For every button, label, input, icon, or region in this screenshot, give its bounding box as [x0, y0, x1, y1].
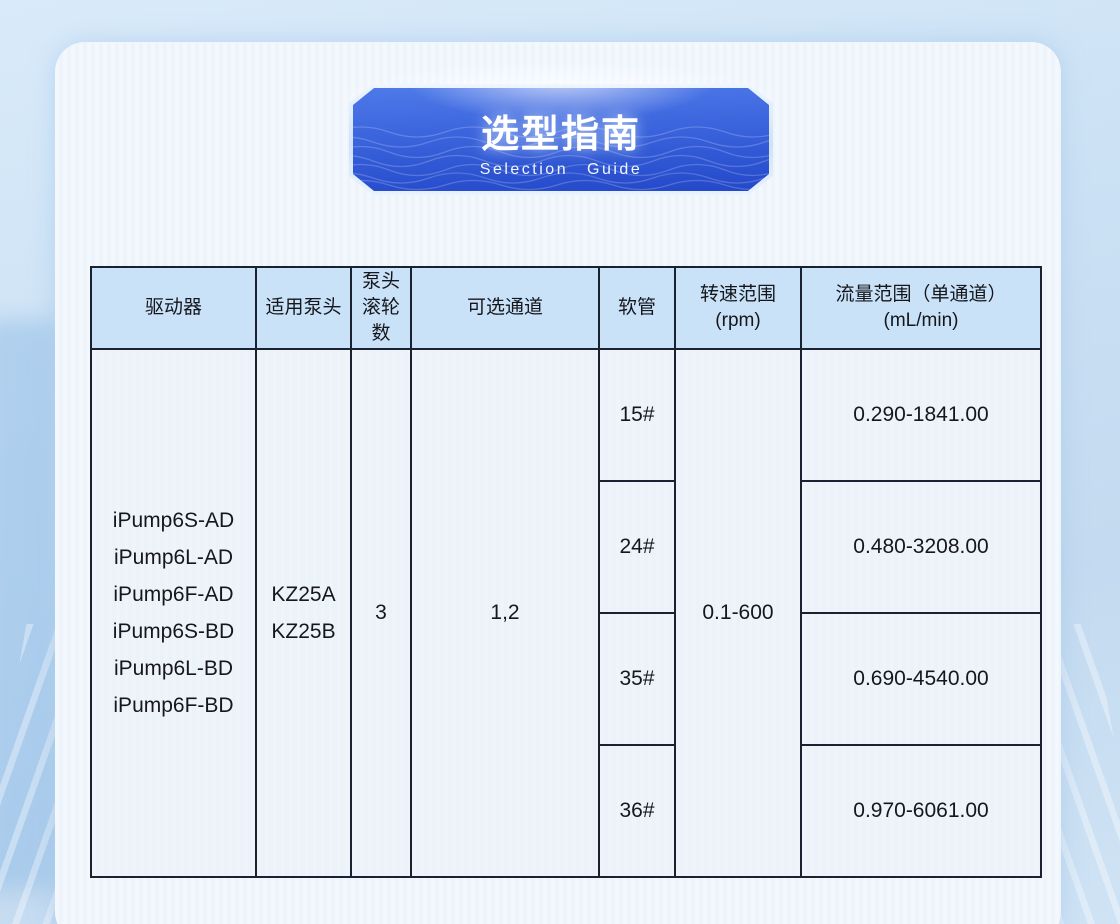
wave-decoration — [353, 88, 769, 191]
pump-head-model: KZ25B — [271, 620, 336, 643]
table-header-row: 驱动器 适用泵头 泵头 滚轮数 可选通道 软管 转速范围 (rpm) 流量范围（… — [90, 266, 1042, 350]
col-header-channels: 可选通道 — [410, 266, 600, 350]
cell-driver-models: iPump6S-AD iPump6L-AD iPump6F-AD iPump6S… — [90, 348, 257, 878]
col-header-flow-line1: 流量范围（单通道） — [835, 284, 1007, 305]
col-header-speed-line1: 转速范围 — [699, 284, 776, 305]
col-header-tubing: 软管 — [598, 266, 676, 350]
col-header-flow: 流量范围（单通道） (mL/min) — [800, 266, 1042, 350]
title-banner-frame: 选型指南 Selection Guide — [349, 84, 773, 195]
driver-model: iPump6L-AD — [113, 546, 234, 569]
cell-flow-range: 0.690-4540.00 — [800, 612, 1042, 746]
banner-title: 选型指南 — [480, 113, 641, 156]
driver-model: iPump6F-AD — [113, 583, 234, 606]
cell-flow-range: 0.970-6061.00 — [800, 744, 1042, 878]
title-banner: 选型指南 Selection Guide — [353, 88, 769, 191]
cell-flow-range: 0.480-3208.00 — [800, 480, 1042, 614]
table-row: 36# 0.970-6061.00 — [91, 744, 1042, 878]
driver-model: iPump6F-BD — [113, 694, 234, 717]
cell-rollers: 3 — [350, 348, 412, 878]
col-header-flow-line2: (mL/min) — [883, 310, 959, 331]
cell-tubing: 36# — [598, 744, 676, 878]
driver-model: iPump6S-AD — [112, 509, 235, 532]
cell-tubing: 24# — [598, 480, 676, 614]
driver-model: iPump6S-BD — [112, 620, 235, 643]
banner-subtitle: Selection Guide — [479, 160, 643, 178]
col-header-speed: 转速范围 (rpm) — [674, 266, 802, 350]
cell-tubing: 15# — [598, 348, 676, 482]
cell-channels: 1,2 — [410, 348, 600, 878]
selection-table: 驱动器 适用泵头 泵头 滚轮数 可选通道 软管 转速范围 (rpm) 流量范围（… — [90, 266, 1042, 878]
cell-tubing: 35# — [598, 612, 676, 746]
driver-model: iPump6L-BD — [113, 657, 234, 680]
col-header-rollers: 泵头 滚轮数 — [350, 266, 412, 350]
col-header-driver: 驱动器 — [90, 266, 257, 350]
table-row: iPump6S-AD iPump6L-AD iPump6F-AD iPump6S… — [90, 348, 1042, 878]
background-photo-blur — [0, 320, 61, 890]
cell-speed-range: 0.1-600 — [674, 348, 802, 878]
table-row: 24# 0.480-3208.00 — [91, 480, 1042, 614]
table-row: 35# 0.690-4540.00 — [91, 612, 1042, 746]
cell-flow-range: 0.290-1841.00 — [800, 348, 1042, 482]
col-header-speed-line2: (rpm) — [715, 310, 761, 331]
col-header-rollers-line2: 滚轮数 — [361, 297, 400, 344]
col-header-pump-head: 适用泵头 — [255, 266, 352, 350]
col-header-rollers-line1: 泵头 — [361, 271, 400, 292]
cell-pump-heads: KZ25A KZ25B — [255, 348, 352, 878]
pump-head-model: KZ25A — [271, 583, 336, 606]
